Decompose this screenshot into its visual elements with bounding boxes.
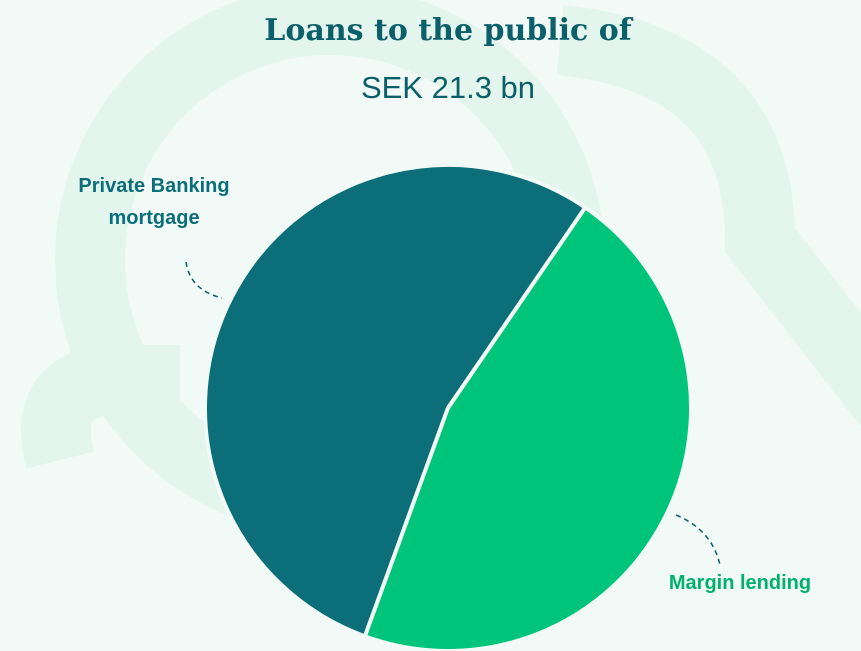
leader-line xyxy=(185,261,223,299)
leader-line xyxy=(675,514,721,566)
pie xyxy=(203,163,693,651)
labels: Private Banking mortgage Margin lending xyxy=(78,175,811,594)
slice-label: Margin lending xyxy=(669,572,811,594)
pie-slice xyxy=(203,163,588,639)
chart-subtitle: SEK 21.3 bn xyxy=(361,70,535,105)
slice-label: Private Banking mortgage xyxy=(78,175,229,229)
pie-slice xyxy=(362,205,693,651)
chart-title: Loans to the public of xyxy=(264,13,633,48)
